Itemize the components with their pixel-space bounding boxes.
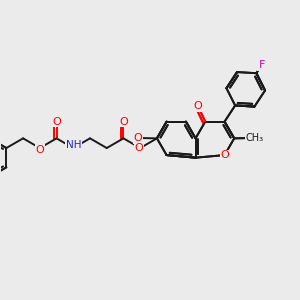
Text: NH: NH [65, 140, 81, 150]
Text: O: O [220, 150, 229, 160]
Text: O: O [135, 143, 144, 153]
Text: O: O [220, 150, 229, 160]
Text: F: F [258, 61, 264, 71]
Text: F: F [259, 60, 265, 70]
Text: O: O [35, 145, 44, 155]
Text: O: O [194, 102, 203, 112]
Text: CH₃: CH₃ [245, 133, 264, 143]
Text: O: O [194, 101, 202, 111]
Text: O: O [119, 117, 128, 127]
Text: O: O [133, 133, 142, 143]
Text: CH₃: CH₃ [245, 133, 264, 143]
Text: O: O [52, 117, 61, 127]
